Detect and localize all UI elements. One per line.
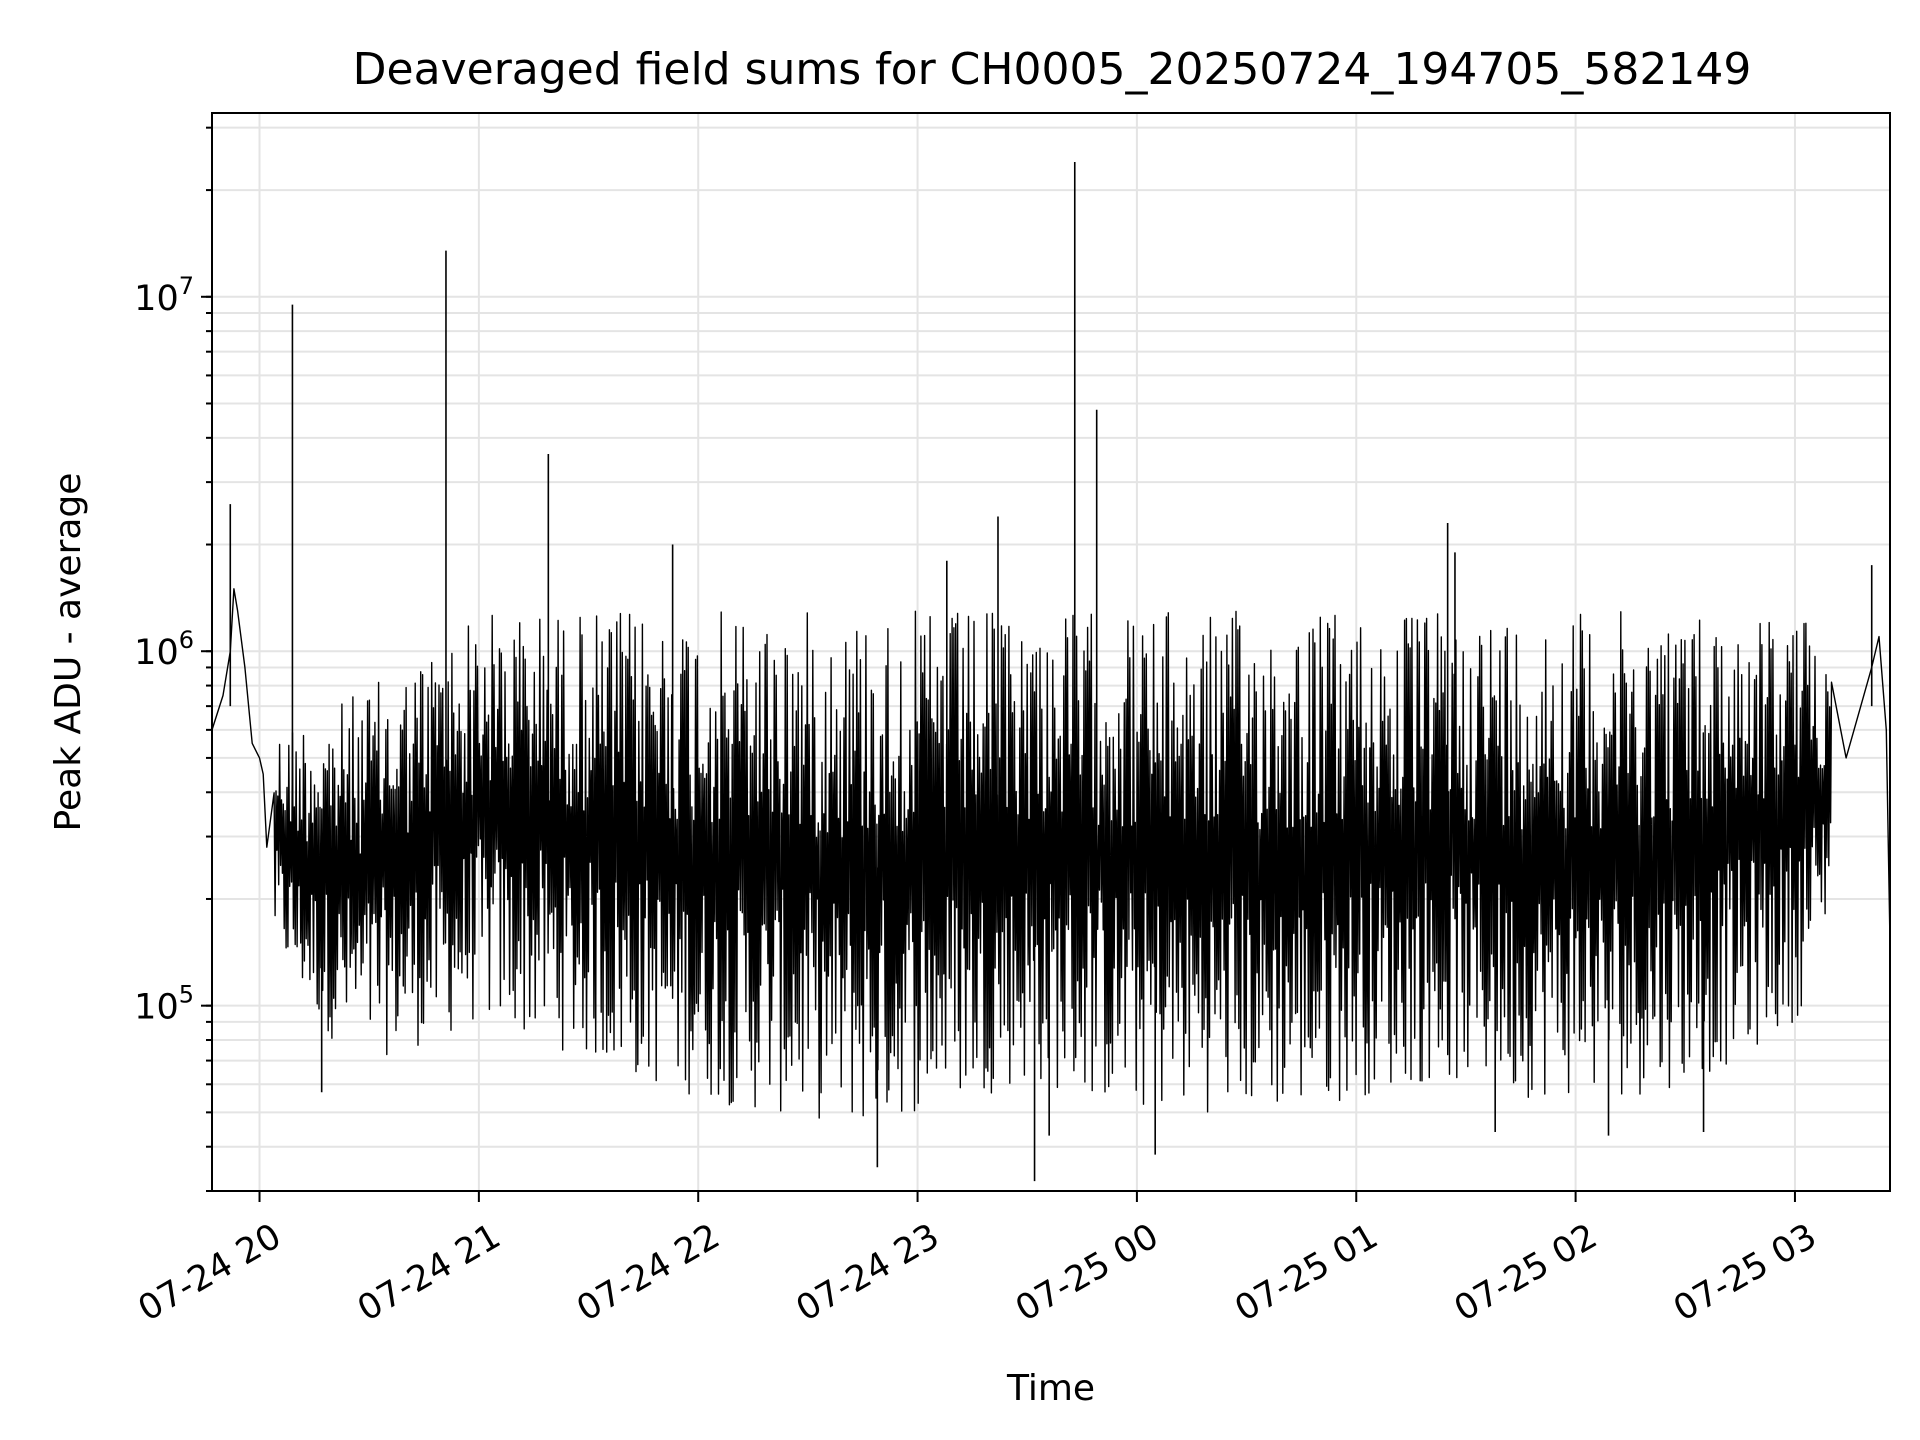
chart-title: Deaveraged field sums for CH0005_2025072… <box>353 44 1752 95</box>
x-tick-label: 07-24 20 <box>132 1216 288 1329</box>
x-tick-label: 07-25 03 <box>1667 1216 1823 1329</box>
series-line <box>211 588 1891 1119</box>
y-tick-label: 107 <box>134 272 194 319</box>
y-axis-label: Peak ADU - average <box>48 473 89 832</box>
x-tick-label: 07-24 22 <box>570 1216 726 1329</box>
y-axis: 105 106 107 <box>134 126 212 1192</box>
grid-layer <box>212 113 1890 1192</box>
y-tick-label: 105 <box>134 981 194 1028</box>
x-tick-label: 07-24 21 <box>351 1216 507 1329</box>
x-tick-label: 07-25 01 <box>1228 1216 1384 1329</box>
x-axis-label: Time <box>1006 1368 1095 1409</box>
x-tick-label: 07-24 23 <box>790 1216 946 1329</box>
x-tick-label: 07-25 02 <box>1448 1216 1604 1329</box>
x-axis: 07-24 20 07-24 21 07-24 22 07-24 23 07-25 00… <box>132 1191 1823 1330</box>
y-tick-label: 106 <box>134 626 194 673</box>
series-layer <box>211 162 1891 1182</box>
x-tick-label: 07-25 00 <box>1009 1216 1165 1329</box>
